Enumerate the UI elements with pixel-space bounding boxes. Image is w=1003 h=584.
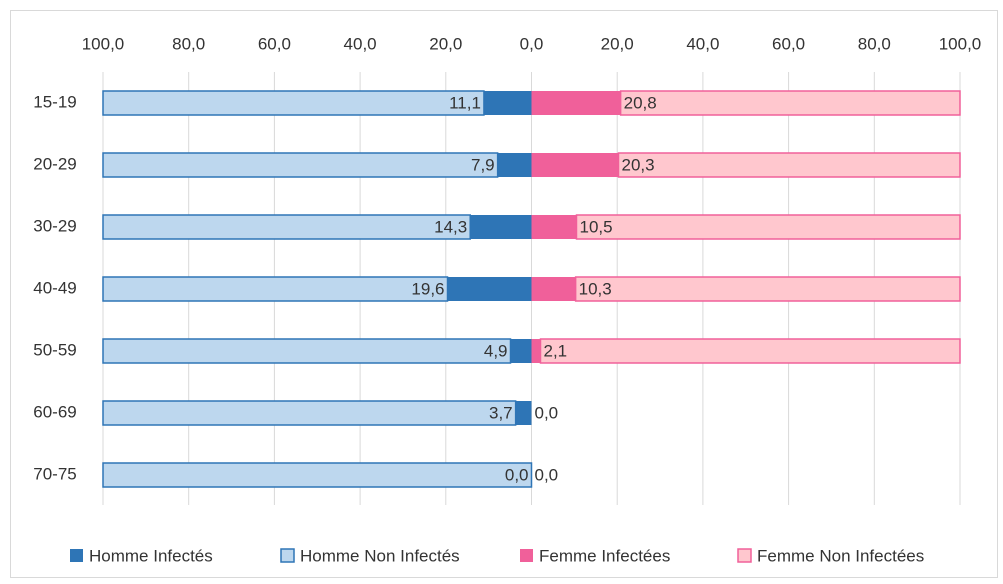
legend-swatch	[737, 548, 752, 563]
bar-segment	[515, 401, 532, 425]
data-label: 4,9	[484, 341, 508, 360]
bar-segment	[574, 276, 961, 302]
bar-segment	[531, 339, 541, 363]
y-tick-label: 30-29	[33, 216, 76, 235]
x-tick-label: 20,0	[601, 34, 634, 53]
bar-segment	[531, 91, 621, 115]
legend-label: Homme Infectés	[89, 546, 213, 565]
y-tick-label: 70-75	[33, 464, 76, 483]
legend-label: Femme Non Infectées	[757, 546, 924, 565]
x-tick-label: 60,0	[772, 34, 805, 53]
x-tick-label: 100,0	[939, 34, 982, 53]
data-label: 0,0	[505, 465, 529, 484]
data-label: 19,6	[411, 279, 444, 298]
data-label: 0,0	[535, 403, 559, 422]
legend-swatch	[280, 548, 295, 563]
x-tick-label: 0,0	[520, 34, 544, 53]
data-label: 11,1	[449, 93, 481, 112]
data-label: 20,8	[624, 93, 657, 112]
x-tick-label: 40,0	[686, 34, 719, 53]
bar-segment	[575, 214, 961, 240]
bar-segment	[102, 462, 533, 488]
bar-segment	[102, 90, 485, 116]
legend-label: Femme Infectées	[539, 546, 670, 565]
y-tick-label: 60-69	[33, 402, 76, 421]
bar-segment	[531, 277, 576, 301]
bar-segment	[619, 90, 961, 116]
bar-segment	[617, 152, 961, 178]
bar-segment	[470, 215, 532, 239]
y-tick-label: 40-49	[33, 278, 76, 297]
x-tick-label: 20,0	[429, 34, 462, 53]
bar-segment	[102, 214, 471, 240]
legend-label: Homme Non Infectés	[300, 546, 460, 565]
y-tick-label: 20-29	[33, 154, 76, 173]
y-tick-label: 50-59	[33, 340, 76, 359]
data-label: 3,7	[489, 403, 513, 422]
bar-segment	[531, 153, 619, 177]
bar-segment	[102, 276, 449, 302]
x-tick-label: 60,0	[258, 34, 291, 53]
x-tick-label: 100,0	[82, 34, 125, 53]
bar-segment	[102, 400, 517, 426]
data-label: 7,9	[471, 155, 495, 174]
data-label: 10,5	[579, 217, 612, 236]
data-label: 20,3	[621, 155, 654, 174]
legend-swatch	[70, 549, 83, 562]
x-tick-label: 80,0	[172, 34, 205, 53]
legend-swatch	[520, 549, 533, 562]
y-tick-label: 15-19	[33, 92, 76, 111]
bar-segment	[531, 215, 577, 239]
x-tick-label: 80,0	[858, 34, 891, 53]
bar-segment	[510, 339, 532, 363]
data-label: 14,3	[434, 217, 467, 236]
bar-segment	[497, 153, 532, 177]
data-label: 0,0	[535, 465, 559, 484]
data-label: 10,3	[579, 279, 612, 298]
bar-segment	[447, 277, 532, 301]
bar-segment	[483, 91, 532, 115]
data-label: 2,1	[543, 341, 567, 360]
bar-segment	[539, 338, 961, 364]
x-tick-label: 40,0	[344, 34, 377, 53]
bar-segment	[102, 338, 512, 364]
bar-segment	[102, 152, 499, 178]
